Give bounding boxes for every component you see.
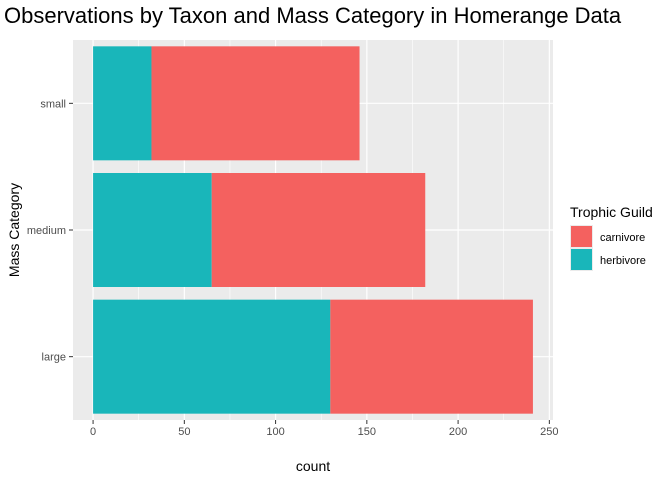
x-tick-label: 150 (358, 426, 376, 438)
x-tick-label: 50 (178, 426, 190, 438)
x-tick-label: 250 (540, 426, 558, 438)
y-axis-title: Mass Category (6, 183, 22, 277)
bar-large-herbivore (93, 299, 331, 414)
bar-small-carnivore (151, 46, 360, 161)
x-axis-title: count (296, 458, 330, 474)
legend: Trophic Guild carnivore herbivore (570, 204, 653, 271)
x-tick-label: 0 (90, 426, 96, 438)
x-tick-label: 200 (449, 426, 467, 438)
legend-label-herbivore: herbivore (600, 255, 646, 267)
legend-title: Trophic Guild (570, 204, 653, 220)
chart-title: Observations by Taxon and Mass Category … (4, 3, 622, 28)
y-tick-label: large (42, 352, 66, 364)
legend-swatch-carnivore (571, 226, 592, 247)
bar-small-herbivore (93, 46, 152, 161)
y-tick-label: medium (27, 225, 66, 237)
bar-medium-carnivore (211, 173, 426, 287)
bar-large-carnivore (330, 299, 533, 414)
y-tick-label: small (40, 98, 66, 110)
legend-label-carnivore: carnivore (600, 232, 645, 244)
bars (93, 46, 533, 414)
bar-medium-herbivore (93, 173, 212, 287)
x-tick-label: 100 (266, 426, 284, 438)
legend-swatch-herbivore (571, 249, 592, 270)
axes: 0 50 100 150 200 250 small medium large (27, 98, 559, 438)
